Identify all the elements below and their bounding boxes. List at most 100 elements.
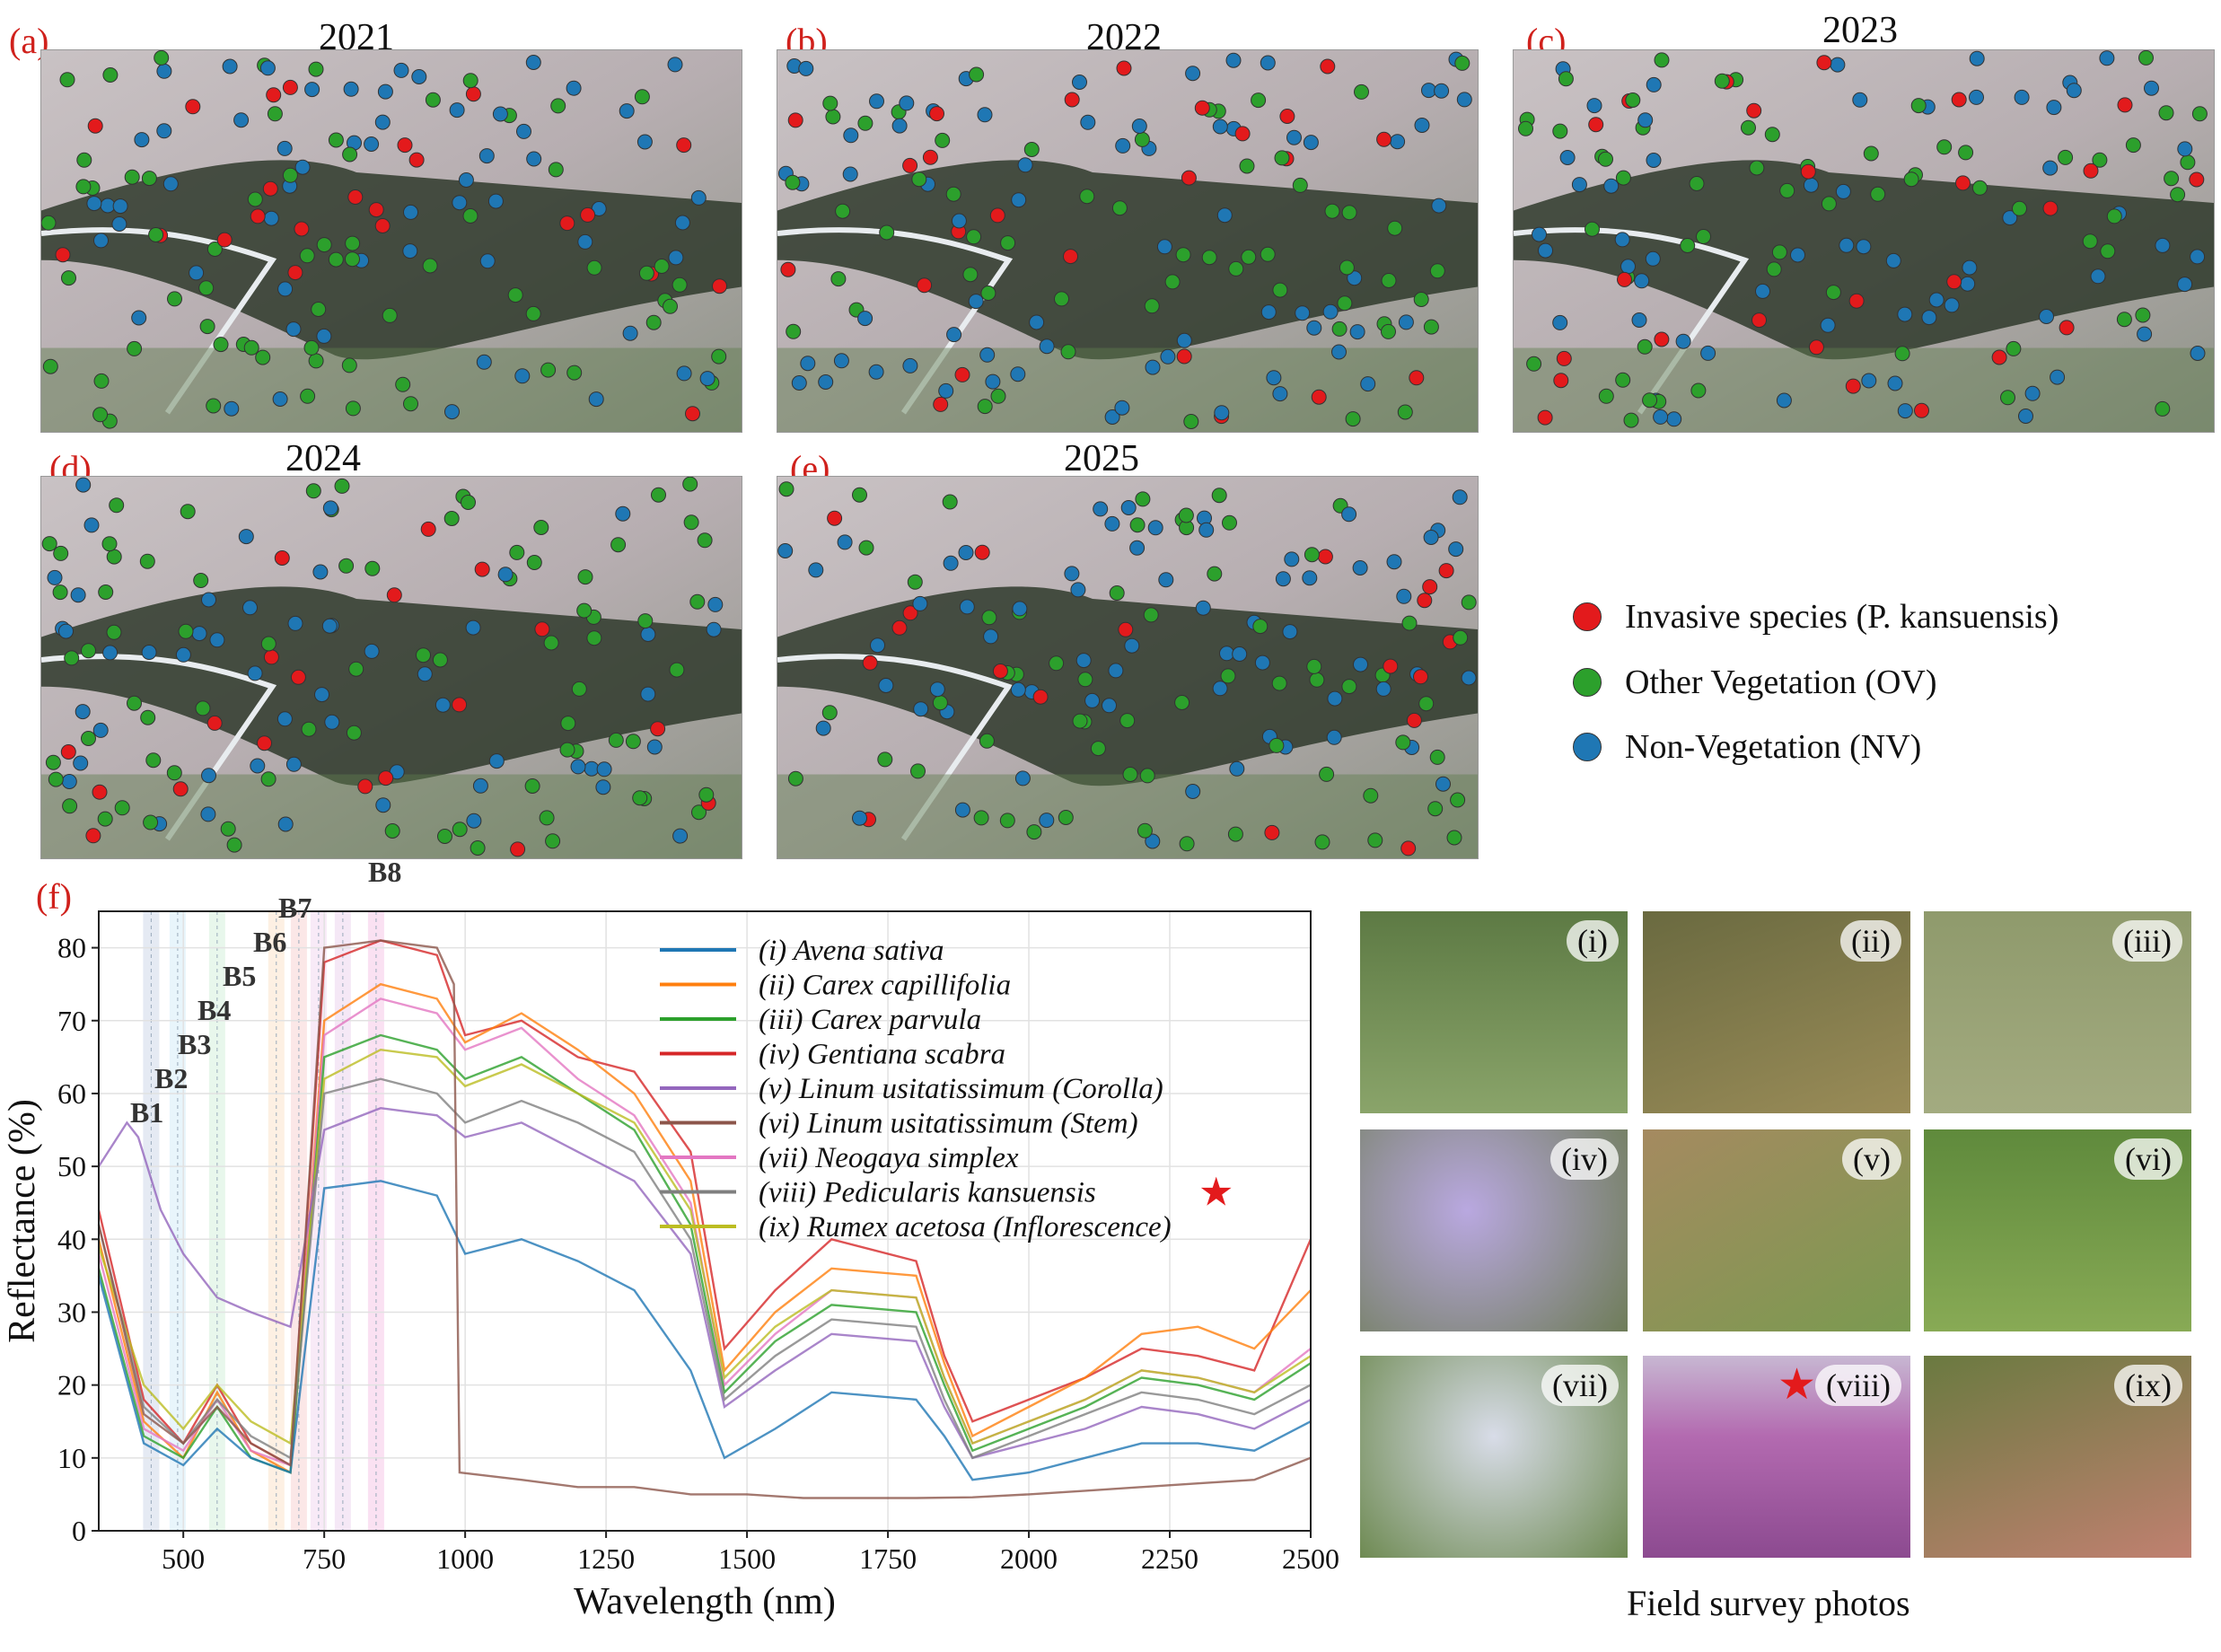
sample-point bbox=[1623, 412, 1639, 428]
sample-point bbox=[346, 725, 362, 741]
sample-point bbox=[466, 813, 482, 829]
sample-point bbox=[1160, 348, 1176, 365]
sample-point bbox=[1381, 323, 1396, 339]
sample-point bbox=[1014, 770, 1031, 786]
sample-point bbox=[1143, 607, 1159, 623]
sample-point bbox=[260, 636, 277, 652]
sample-point bbox=[2191, 106, 2208, 122]
sample-point bbox=[1134, 131, 1150, 147]
sample-point bbox=[92, 784, 108, 800]
sample-point bbox=[1571, 177, 1587, 193]
sample-point bbox=[559, 215, 575, 232]
sample-point bbox=[148, 227, 164, 242]
sample-point bbox=[958, 545, 974, 560]
sample-point bbox=[1272, 386, 1288, 402]
sample-point bbox=[322, 500, 338, 516]
sample-point bbox=[1079, 189, 1095, 205]
sample-point bbox=[910, 763, 926, 779]
sample-point bbox=[1438, 563, 1454, 579]
sample-point bbox=[929, 681, 945, 698]
sample-point bbox=[193, 573, 209, 588]
sample-point bbox=[242, 600, 258, 616]
x-tick-label: 1750 bbox=[859, 1542, 917, 1575]
y-tick-label: 50 bbox=[57, 1150, 86, 1182]
sample-point bbox=[798, 60, 814, 76]
sample-point bbox=[566, 80, 582, 96]
sample-point bbox=[777, 543, 794, 558]
sample-point bbox=[1319, 766, 1335, 782]
field-photo: (i) bbox=[1360, 911, 1628, 1113]
sample-point bbox=[1532, 226, 1547, 242]
sample-point bbox=[76, 152, 92, 168]
sample-point bbox=[683, 514, 699, 531]
sample-point bbox=[1322, 303, 1339, 320]
sample-point bbox=[912, 595, 928, 611]
sample-point bbox=[263, 649, 279, 665]
sample-point bbox=[206, 242, 223, 257]
sample-point bbox=[1800, 163, 1816, 180]
sample-point bbox=[1144, 298, 1160, 314]
sample-point bbox=[862, 655, 878, 671]
sample-point bbox=[290, 669, 306, 685]
sample-point bbox=[1381, 273, 1397, 288]
band-label: B1 bbox=[130, 1096, 163, 1129]
sample-point bbox=[1553, 373, 1569, 389]
sample-point bbox=[1219, 646, 1234, 662]
sample-point bbox=[1185, 66, 1201, 82]
sample-point bbox=[2177, 141, 2193, 157]
sample-point bbox=[1910, 98, 1927, 114]
sample-point bbox=[1559, 150, 1576, 165]
sample-point bbox=[180, 504, 196, 520]
sample-point bbox=[689, 593, 706, 610]
sample-point bbox=[1183, 414, 1199, 429]
sample-point bbox=[226, 837, 242, 853]
sample-point bbox=[127, 340, 143, 356]
sample-point bbox=[550, 98, 566, 114]
sample-point bbox=[672, 828, 689, 844]
sample-point bbox=[2090, 268, 2106, 285]
sample-point bbox=[341, 357, 357, 373]
field-photo: (iii) bbox=[1924, 911, 2191, 1113]
sample-point bbox=[966, 229, 982, 245]
sample-point bbox=[870, 637, 885, 654]
sample-point bbox=[364, 136, 380, 152]
sample-point bbox=[946, 327, 962, 343]
sample-point bbox=[1955, 175, 1971, 191]
sample-point bbox=[470, 840, 486, 856]
spectral-curve bbox=[97, 1180, 1312, 1481]
sample-point bbox=[1367, 832, 1383, 848]
sample-point bbox=[1456, 92, 1472, 108]
sample-point bbox=[650, 721, 666, 737]
sample-point bbox=[41, 536, 57, 552]
series-legend-label: (i) Avena sativa bbox=[759, 935, 944, 967]
sample-point bbox=[615, 505, 631, 522]
sample-point bbox=[1292, 177, 1308, 193]
sample-point bbox=[277, 711, 293, 727]
sample-point bbox=[75, 179, 92, 195]
sample-point bbox=[651, 487, 666, 503]
sample-point bbox=[1790, 247, 1805, 263]
sample-point bbox=[1446, 830, 1462, 846]
sample-point bbox=[1614, 232, 1630, 248]
sample-point bbox=[1631, 312, 1647, 328]
reflectance-chart: 500 750 1000 1250 1500 1750 2000 2250 2500 0 10 20 3… bbox=[2, 856, 1339, 1622]
sample-point bbox=[1174, 695, 1190, 710]
sample-point bbox=[877, 751, 893, 768]
sample-point bbox=[577, 233, 593, 250]
sample-point bbox=[1615, 170, 1631, 186]
sample-point bbox=[2006, 340, 2022, 356]
sample-point bbox=[393, 62, 409, 78]
sample-point bbox=[92, 407, 109, 423]
spectral-curve bbox=[97, 982, 1312, 1475]
sample-point bbox=[869, 93, 884, 110]
sample-point bbox=[1396, 588, 1412, 604]
sample-point bbox=[2099, 50, 2115, 66]
sample-point bbox=[1414, 118, 1430, 133]
sample-point bbox=[1158, 572, 1174, 588]
sample-point bbox=[382, 307, 398, 323]
sample-point bbox=[92, 722, 109, 738]
sample-point bbox=[2117, 97, 2133, 113]
sample-point bbox=[81, 731, 96, 746]
sample-point bbox=[1386, 554, 1402, 570]
sample-point bbox=[238, 529, 254, 545]
